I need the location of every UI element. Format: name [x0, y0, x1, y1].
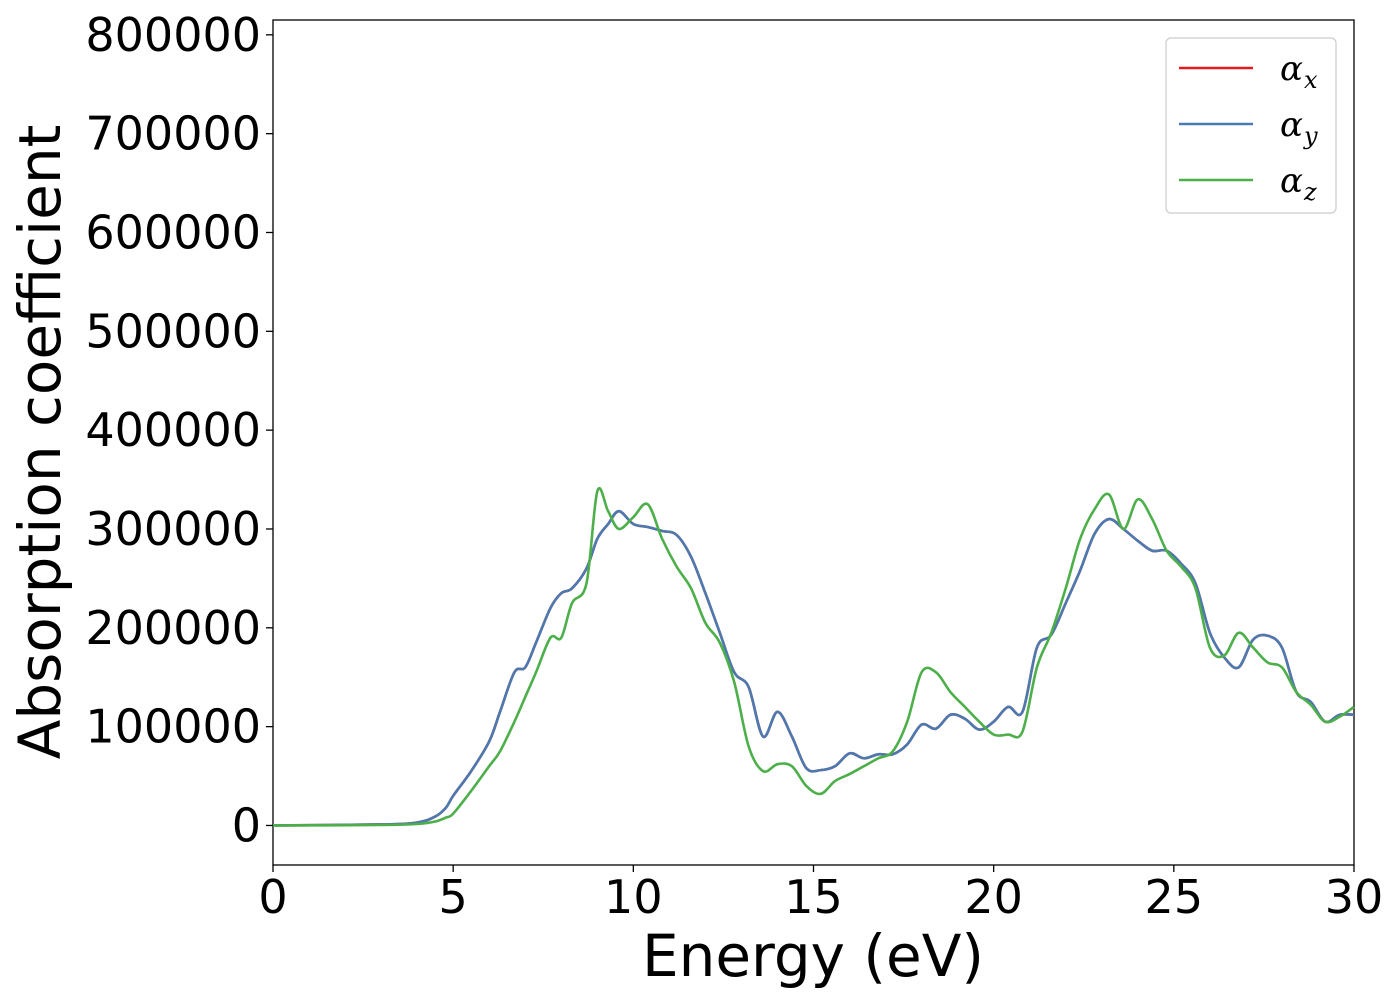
x-tick-label: 5 [439, 870, 468, 924]
y-tick-label: 500000 [85, 304, 261, 358]
series-line-z [272, 487, 1355, 827]
y-axis-ticks: 0 100000 200000 300000 400000 500000 600000 700… [85, 8, 273, 852]
y-tick-label: 400000 [85, 403, 261, 457]
y-tick-label: 300000 [85, 502, 261, 556]
y-tick-label: 200000 [85, 601, 261, 655]
x-tick-label: 0 [258, 870, 287, 924]
series-line-y [272, 509, 1355, 827]
y-tick-label: 700000 [85, 107, 261, 161]
legend-box [1165, 37, 1337, 214]
x-axis-ticks: 0 5 10 15 20 25 30 [258, 865, 1383, 924]
x-tick-label: 25 [1145, 870, 1204, 924]
x-tick-label: 15 [784, 870, 843, 924]
x-tick-label: 10 [604, 870, 663, 924]
legend-label-y: αy [1280, 105, 1318, 150]
y-tick-label: 0 [232, 798, 261, 852]
y-tick-label: 800000 [85, 8, 261, 62]
x-tick-label: 20 [964, 870, 1023, 924]
y-tick-label: 600000 [85, 205, 261, 259]
y-tick-label: 100000 [85, 700, 261, 754]
series-layer [272, 487, 1355, 827]
y-axis-label: Absorption coefficient [6, 125, 74, 760]
x-axis-label: Energy (eV) [642, 922, 984, 990]
x-tick-label: 30 [1325, 870, 1384, 924]
